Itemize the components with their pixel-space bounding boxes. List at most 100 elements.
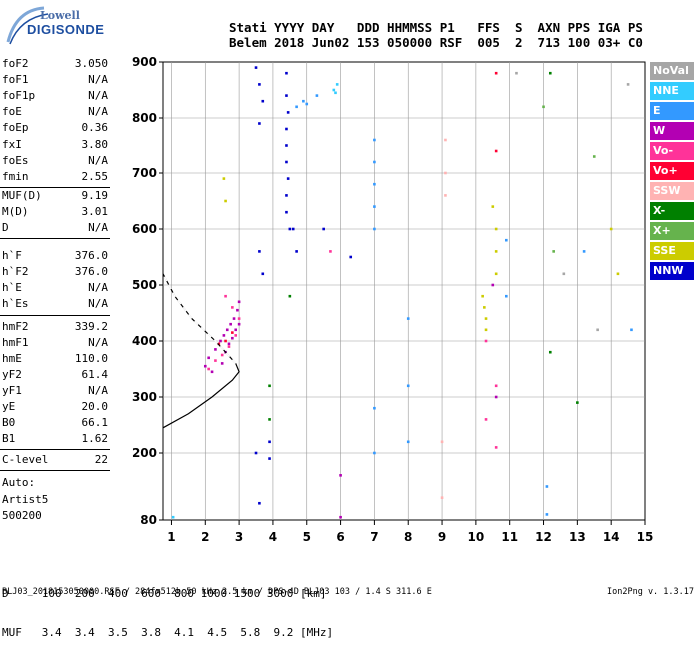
param-name: foF1p bbox=[2, 89, 36, 103]
legend-item-ssw: SSW bbox=[650, 182, 694, 200]
echo-point-nnw bbox=[258, 250, 261, 253]
echo-point-nne bbox=[332, 88, 336, 92]
param-value: 376.0 bbox=[74, 265, 108, 279]
echo-point-e bbox=[630, 328, 633, 332]
echo-point-sse bbox=[483, 306, 486, 309]
echo-point-vo bbox=[220, 353, 224, 357]
echo-point-sse bbox=[224, 199, 227, 203]
param-separator bbox=[0, 186, 110, 188]
param-row: h`Es N/A bbox=[2, 297, 108, 313]
x-tick-label: 14 bbox=[603, 530, 620, 544]
param-row: h`F2 376.0 bbox=[2, 265, 108, 281]
echo-point-nnw bbox=[258, 122, 261, 125]
echo-point-ssw bbox=[440, 496, 444, 499]
distance-row: D 100 200 400 600 800 1000 1500 3000 [km… bbox=[2, 587, 327, 600]
echo-point-e bbox=[373, 451, 376, 455]
software-version: Ion2Png v. 1.3.17 bbox=[607, 587, 694, 597]
echo-point-sse bbox=[494, 272, 498, 276]
param-value: 1.62 bbox=[81, 432, 109, 446]
echo-point-x bbox=[552, 250, 555, 253]
echo-point-w bbox=[229, 322, 232, 326]
param-name: h`F bbox=[2, 249, 22, 263]
echo-point-sse bbox=[484, 317, 488, 320]
echo-point-nnw bbox=[268, 440, 271, 444]
legend-item-e: E bbox=[650, 102, 694, 120]
param-row: hmF2 339.2 bbox=[2, 320, 108, 336]
x-tick-label: 3 bbox=[235, 530, 243, 544]
param-value: 66.1 bbox=[81, 416, 109, 430]
param-name: D bbox=[2, 221, 9, 234]
param-row: D N/A bbox=[2, 221, 108, 237]
echo-point-x bbox=[548, 71, 552, 75]
echo-point-nnw bbox=[285, 94, 288, 97]
echo-point-sse bbox=[222, 177, 226, 180]
echo-point-e bbox=[373, 160, 376, 164]
param-row: foEs N/A bbox=[2, 154, 108, 170]
param-name: fxI bbox=[2, 137, 22, 151]
param-value: N/A bbox=[88, 221, 108, 234]
echo-point-nne bbox=[334, 91, 337, 95]
echo-point-nnw bbox=[285, 160, 288, 164]
echo-point-x bbox=[268, 384, 271, 388]
param-separator bbox=[0, 314, 110, 316]
logo-swoosh-icon bbox=[6, 6, 45, 43]
legend-item-sse: SSE bbox=[650, 242, 694, 260]
echo-point-vo bbox=[224, 339, 227, 343]
x-tick-label: 1 bbox=[167, 530, 175, 544]
param-value: N/A bbox=[88, 105, 108, 119]
param-row: foF1 N/A bbox=[2, 73, 108, 89]
param-value: 3.80 bbox=[81, 137, 109, 151]
echo-point-w bbox=[232, 317, 236, 320]
echo-point-ssw bbox=[444, 171, 447, 175]
x-tick-label: 8 bbox=[404, 530, 412, 544]
legend-item-noval: NoVal bbox=[650, 62, 694, 80]
echo-point-e bbox=[505, 294, 508, 298]
param-row: foEp 0.36 bbox=[2, 121, 108, 137]
y-tick-label: 800 bbox=[132, 111, 157, 125]
param-row: MUF(D) 9.19 bbox=[2, 189, 108, 205]
param-name: yF1 bbox=[2, 383, 22, 397]
param-value: 2.55 bbox=[81, 169, 109, 183]
echo-point-w bbox=[203, 364, 207, 368]
echo-point-e bbox=[406, 317, 410, 320]
param-name: hmF1 bbox=[2, 335, 29, 349]
param-name: foE bbox=[2, 105, 22, 119]
echo-point-vo bbox=[484, 339, 488, 343]
echo-point-w bbox=[214, 348, 217, 351]
param-name: foEp bbox=[2, 121, 29, 135]
y-tick-label: 400 bbox=[132, 334, 157, 348]
legend-item-x: X- bbox=[650, 202, 694, 220]
echo-point-e bbox=[302, 99, 305, 103]
echo-point-x bbox=[592, 155, 596, 158]
echo-point-w bbox=[237, 300, 241, 304]
legend-item-x: X+ bbox=[650, 222, 694, 240]
echo-point-w bbox=[210, 370, 214, 374]
file-info: BLJ03_2018153050000.RSF / 284fx512h 50 k… bbox=[2, 587, 432, 597]
echo-point-w bbox=[494, 395, 498, 399]
echo-point-e bbox=[315, 94, 319, 97]
echo-point-sse bbox=[491, 205, 495, 208]
param-separator bbox=[0, 449, 110, 451]
echo-point-vo bbox=[494, 446, 498, 449]
echo-point-vo bbox=[494, 149, 498, 153]
echo-point-sse bbox=[616, 272, 620, 276]
x-tick-label: 11 bbox=[501, 530, 518, 544]
param-value: 20.0 bbox=[81, 400, 109, 413]
echo-point-vo bbox=[484, 418, 488, 421]
y-tick-label: 900 bbox=[132, 55, 157, 69]
echo-point-nnw bbox=[258, 501, 261, 505]
x-tick-label: 6 bbox=[336, 530, 344, 544]
param-row: B0 66.1 bbox=[2, 416, 108, 432]
param-row: yF2 61.4 bbox=[2, 368, 108, 384]
param-value: 339.2 bbox=[74, 319, 108, 333]
legend-item-vo: Vo+ bbox=[650, 162, 694, 180]
echo-point-sse bbox=[609, 227, 613, 231]
param-name: yF2 bbox=[2, 367, 22, 381]
param-row: fmin 2.55 bbox=[2, 170, 108, 186]
echo-point-nnw bbox=[258, 83, 261, 86]
param-name: foF1 bbox=[2, 73, 29, 87]
echo-point-nnw bbox=[291, 227, 295, 231]
param-value: 0.36 bbox=[81, 121, 109, 135]
param-name: B0 bbox=[2, 416, 16, 430]
echo-point-vo bbox=[231, 331, 234, 334]
